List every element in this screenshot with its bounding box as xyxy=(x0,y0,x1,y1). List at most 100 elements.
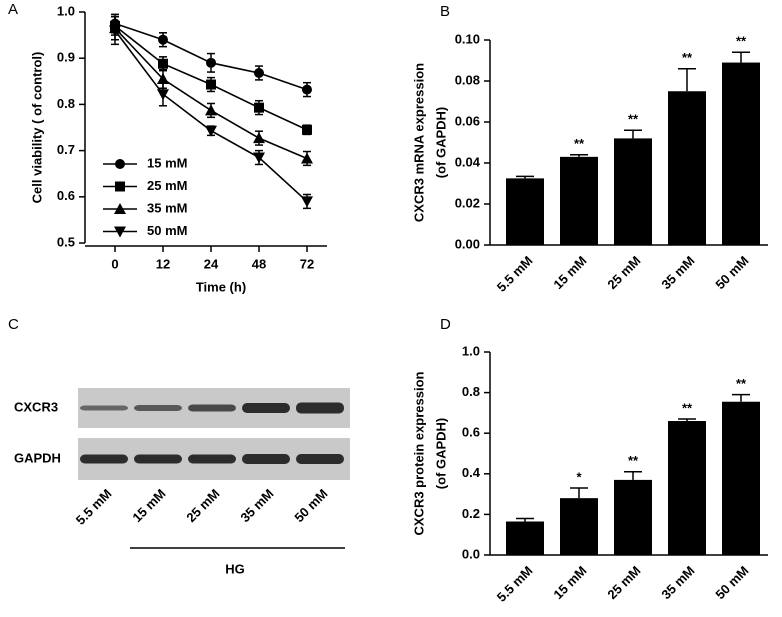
lane-label: 35 mM xyxy=(237,486,276,525)
bar xyxy=(614,138,652,245)
x-tick-label: 5.5 mM xyxy=(494,563,536,605)
y-tick-label: 0.06 xyxy=(455,113,480,128)
x-tick-label: 50 mM xyxy=(712,253,751,292)
y-axis-label: Cell viability ( of control) xyxy=(29,52,44,204)
marker xyxy=(157,72,169,84)
y-tick-label: 1.0 xyxy=(57,3,75,18)
legend-entry: 25 mM xyxy=(103,178,187,193)
marker xyxy=(301,152,313,164)
marker xyxy=(301,196,313,208)
band xyxy=(188,404,236,412)
y-tick-label: 0.10 xyxy=(455,31,480,46)
marker xyxy=(254,102,264,113)
band xyxy=(134,405,182,411)
y-axis-label: CXCR3 mRNA expression xyxy=(411,63,426,222)
bar xyxy=(722,62,760,245)
marker xyxy=(115,181,125,192)
bar xyxy=(560,498,598,555)
marker xyxy=(254,67,264,78)
legend-label: 25 mM xyxy=(147,178,187,193)
significance-label: * xyxy=(576,469,582,484)
y-tick-label: 0.7 xyxy=(57,142,75,157)
panel-letter: B xyxy=(440,3,450,20)
y-axis-label: (of GAPDH) xyxy=(433,418,448,490)
band xyxy=(80,454,128,464)
band xyxy=(296,454,344,464)
y-tick-label: 0.08 xyxy=(455,72,480,87)
y-axis-label: CXCR3 protein expression xyxy=(411,371,426,535)
bar xyxy=(668,91,706,245)
x-tick-label: 50 mM xyxy=(712,563,751,602)
y-tick-label: 0.8 xyxy=(462,384,480,399)
marker xyxy=(302,124,312,135)
x-tick-label: 15 mM xyxy=(550,563,589,602)
marker xyxy=(206,79,216,90)
x-tick-label: 48 xyxy=(252,256,266,271)
bar xyxy=(506,178,544,245)
significance-label: ** xyxy=(736,34,747,49)
x-tick-label: 0 xyxy=(111,256,118,271)
band xyxy=(80,405,128,411)
row-label: GAPDH xyxy=(14,450,61,465)
marker xyxy=(253,132,265,144)
bar xyxy=(668,421,706,555)
x-tick-label: 12 xyxy=(156,256,170,271)
marker xyxy=(158,58,168,69)
bar xyxy=(722,401,760,555)
bar xyxy=(614,479,652,555)
panel-letter: D xyxy=(440,316,451,333)
y-tick-label: 0.6 xyxy=(57,188,75,203)
error-bar xyxy=(678,418,696,422)
y-tick-label: 0.6 xyxy=(462,425,480,440)
x-tick-label: 35 mM xyxy=(658,253,697,292)
error-bar xyxy=(732,51,750,63)
band xyxy=(242,454,290,464)
marker xyxy=(302,84,312,95)
y-tick-label: 0.2 xyxy=(462,506,480,521)
band xyxy=(296,402,344,414)
marker xyxy=(205,104,217,116)
legend-entry: 15 mM xyxy=(103,155,187,170)
panel-letter: C xyxy=(8,316,19,333)
x-tick-label: 72 xyxy=(300,256,314,271)
panel-letter: A xyxy=(8,1,18,18)
y-tick-label: 1.0 xyxy=(462,343,480,358)
bar xyxy=(560,156,598,245)
y-tick-label: 0.02 xyxy=(455,195,480,210)
y-tick-label: 0.04 xyxy=(455,154,481,169)
marker xyxy=(206,57,216,68)
band xyxy=(188,454,236,464)
bar xyxy=(506,521,544,555)
legend-entry: 35 mM xyxy=(103,200,187,215)
significance-label: ** xyxy=(736,376,747,391)
marker xyxy=(253,152,265,164)
marker xyxy=(114,226,126,238)
band xyxy=(242,403,290,413)
y-axis-label: (of GAPDH) xyxy=(433,107,448,179)
lane-label: 25 mM xyxy=(183,486,222,525)
legend-entry: 50 mM xyxy=(103,223,187,238)
significance-label: ** xyxy=(574,136,585,151)
y-tick-label: 0.5 xyxy=(57,234,75,249)
marker xyxy=(205,125,217,137)
lane-label: 5.5 mM xyxy=(73,486,115,528)
row-label: CXCR3 xyxy=(14,399,58,414)
error-bar xyxy=(516,517,534,522)
y-tick-label: 0.4 xyxy=(462,465,481,480)
significance-label: ** xyxy=(628,453,639,468)
legend-label: 50 mM xyxy=(147,223,187,238)
x-tick-label: 35 mM xyxy=(658,563,697,602)
error-bar xyxy=(678,67,696,92)
marker xyxy=(158,34,168,45)
legend-label: 15 mM xyxy=(147,155,187,170)
x-tick-label: 5.5 mM xyxy=(494,253,536,295)
y-tick-label: 0.0 xyxy=(462,546,480,561)
error-bar xyxy=(732,393,750,402)
band xyxy=(134,454,182,464)
significance-label: ** xyxy=(682,50,693,65)
error-bar xyxy=(624,129,642,139)
x-axis-label: Time (h) xyxy=(196,279,246,294)
error-bar xyxy=(570,154,588,157)
lane-label: 50 mM xyxy=(291,486,330,525)
